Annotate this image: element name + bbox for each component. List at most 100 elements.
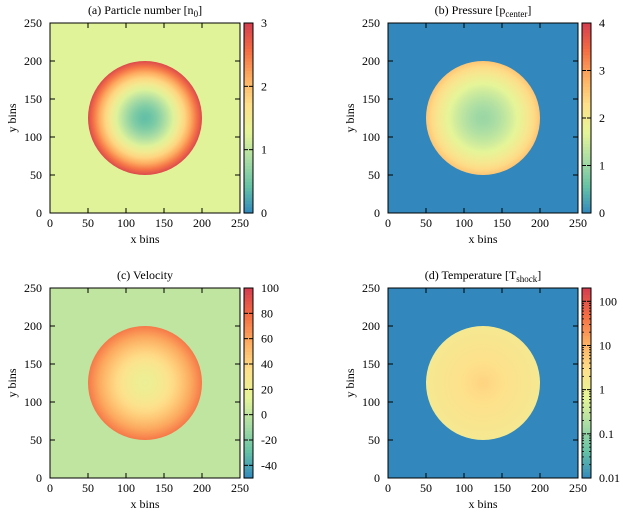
colorbar-segment [582,414,591,419]
colorbar-segment [582,357,591,362]
colorbar-segment [582,45,591,49]
y-tick-label: 200 [24,319,42,333]
colorbar: 0 1 2 3 [243,16,267,220]
colorbar-segment [582,51,591,56]
colorbar-segment [582,319,591,324]
y-tick-label: 100 [24,395,42,409]
colorbar-tick-label: 4 [599,16,605,30]
colorbar-segment [244,162,253,167]
colorbar-segment [582,313,591,318]
x-axis-label: x bins [130,497,159,511]
x-tick-label: 100 [117,216,135,230]
colorbar-segment [582,376,591,381]
colorbar-segment [244,364,253,368]
colorbar-segment [582,162,591,167]
colorbar-segment [244,83,253,87]
colorbar-segment [582,102,591,106]
colorbar-tick-label: 3 [261,16,267,30]
colorbar-segment [244,209,253,214]
colorbar-segment [244,443,253,447]
colorbar-segment [244,436,253,441]
colorbar-segment [244,446,253,451]
colorbar-segment [582,341,591,346]
colorbar-segment [244,149,253,154]
colorbar-segment [582,92,591,97]
colorbar-tick-label: 2 [261,79,267,93]
colorbar-segment [582,80,591,84]
colorbar-segment [244,338,253,343]
colorbar-segment [582,203,591,208]
colorbar-segment [582,184,591,189]
colorbar-segment [244,38,253,43]
y-tick-label: 50 [30,433,42,447]
colorbar-segment [582,326,591,330]
panel-title: (d) Temperature [Tshock] [425,268,542,284]
colorbar-segment [244,430,253,435]
colorbar-segment [582,449,591,454]
colorbar-segment [582,335,591,340]
colorbar-segment [582,421,591,425]
colorbar-segment [582,32,591,37]
colorbar-segment [244,80,253,84]
x-tick-label: 250 [231,481,249,495]
colorbar-segment [244,51,253,56]
y-tick-label: 0 [374,206,380,220]
colorbar-segment [582,105,591,110]
colorbar-segment [244,313,253,318]
colorbar-tick-label: 100 [599,294,617,308]
colorbar-segment [244,316,253,321]
y-axis-label: y bins [343,368,357,397]
colorbar-segment [244,319,253,324]
heatmap-disk [426,326,540,440]
colorbar-segment [244,165,253,170]
colorbar-segment [244,291,253,295]
colorbar-tick-label: 0 [261,408,267,422]
colorbar-segment [582,395,591,400]
colorbar-segment [582,297,591,302]
colorbar-segment [244,449,253,454]
colorbar-segment [582,187,591,192]
colorbar-segment [244,159,253,163]
colorbar-segment [244,89,253,94]
colorbar-segment [244,348,253,352]
colorbar-segment [244,468,253,473]
colorbar-segment [244,465,253,470]
colorbar-segment [582,405,591,409]
colorbar-segment [582,443,591,447]
colorbar-segment [244,105,253,110]
x-tick-label: 250 [231,216,249,230]
plot-frame [49,287,241,479]
colorbar: 0.01 0.1 1 10 100 [581,287,620,485]
colorbar-segment [244,143,253,148]
colorbar-segment [244,86,253,91]
colorbar-segment [582,373,591,378]
heatmap-disk [88,326,202,440]
y-tick-label: 0 [374,471,380,485]
colorbar-segment [244,118,253,122]
colorbar-segment [244,421,253,425]
colorbar-segment [244,389,253,394]
colorbar-segment [244,433,253,438]
colorbar-segment [582,190,591,195]
colorbar-segment [244,130,253,135]
colorbar-segment [582,133,591,138]
x-tick-label: 200 [531,216,549,230]
x-axis-label: x bins [468,232,497,246]
colorbar-tick-label: 1 [599,383,605,397]
colorbar-segment [582,197,591,201]
colorbar-segment [582,171,591,176]
colorbar-segment [582,26,591,30]
x-tick-label: 200 [193,481,211,495]
colorbar-segment [582,332,591,337]
plot-frame [387,22,579,214]
colorbar-segment [244,345,253,349]
colorbar-segment [582,294,591,299]
colorbar-tick-label: 40 [261,357,273,371]
colorbar-segment [244,440,253,444]
colorbar-segment [244,357,253,362]
y-tick-label: 100 [362,395,380,409]
colorbar-segment [244,322,253,327]
panel-title: (a) Particle number [n0] [88,3,202,19]
colorbar-segment [582,168,591,173]
panel-title: (c) Velocity [117,268,173,282]
